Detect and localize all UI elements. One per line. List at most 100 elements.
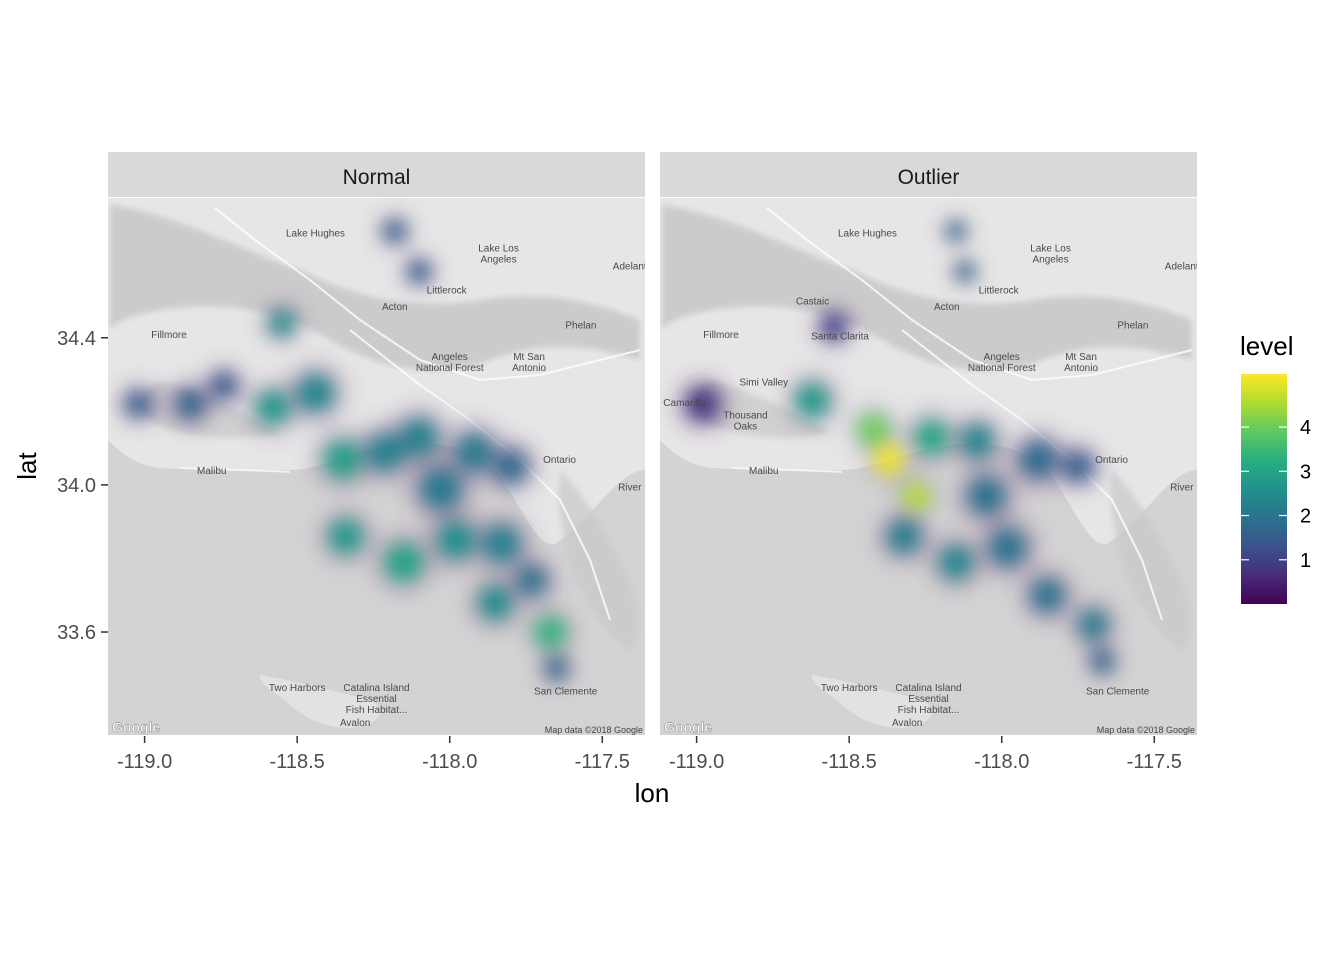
google-logo: Google	[112, 719, 160, 735]
map-place-label: Littlerock	[427, 286, 468, 297]
map-credit: Map data ©2018 Google	[545, 725, 643, 735]
map-place-label: Avalon	[892, 718, 922, 729]
map-credit: Map data ©2018 Google	[1097, 725, 1195, 735]
density-core	[1096, 655, 1109, 668]
density-core	[950, 225, 962, 237]
map-place-label: Mt San	[1065, 352, 1097, 363]
map-place-label: Ontario	[543, 455, 576, 466]
density-core	[501, 456, 521, 477]
map-place-label: Malibu	[749, 466, 778, 477]
density-core	[332, 448, 354, 470]
density-core	[463, 441, 485, 463]
density-core	[1069, 457, 1087, 476]
map-place-label: Littlerock	[979, 286, 1020, 297]
y-axis-title: lat	[12, 451, 42, 479]
legend-tick-label: 4	[1300, 417, 1311, 439]
map-place-label: Acton	[934, 302, 960, 313]
density-core	[336, 526, 356, 546]
map-place-label: Acton	[382, 302, 408, 313]
map-place-label: Angeles	[480, 254, 516, 265]
density-core	[374, 441, 397, 463]
map-place-label: Ontario	[1095, 455, 1128, 466]
y-tick-label: 34.4	[57, 328, 96, 350]
map-place-label: Essential	[356, 694, 397, 705]
map-place-label: Antonio	[512, 363, 546, 374]
map-place-label: Lake Los	[478, 243, 519, 254]
density-core	[388, 224, 402, 238]
map-place-label: Fish Habitat...	[898, 705, 960, 716]
map-place-label: San Clemente	[534, 687, 598, 698]
map-place-label: River	[618, 482, 642, 493]
density-core	[412, 265, 426, 278]
map-place-label: Essential	[908, 694, 949, 705]
map-place-label: Fish Habitat...	[346, 705, 408, 716]
density-core	[523, 571, 541, 590]
density-core	[997, 536, 1019, 559]
density-core	[946, 552, 966, 572]
density-core	[485, 592, 506, 613]
density-core	[181, 395, 199, 413]
density-core	[445, 529, 467, 551]
density-core	[408, 426, 430, 448]
x-axis-outlier: -119.0 -118.5 -118.0 -117.5	[669, 736, 1182, 773]
panel-title: Normal	[343, 166, 411, 189]
density-core	[393, 551, 415, 573]
density-core	[921, 427, 942, 447]
x-tick-label: -119.0	[117, 751, 172, 773]
map-place-label: River	[1170, 482, 1194, 493]
legend: level 1 2 3 4	[1240, 331, 1311, 604]
map-place-label: Thousand	[723, 411, 767, 422]
map-place-label: Catalina Island	[343, 683, 409, 694]
density-core	[894, 526, 914, 546]
map-place-label: Phelan	[1117, 321, 1148, 332]
map-place-label: Two Harbors	[269, 683, 326, 694]
map-place-label: Antonio	[1064, 363, 1098, 374]
x-tick-label: -118.5	[822, 751, 877, 773]
map-place-label: Malibu	[197, 466, 226, 477]
map-place-label: Catalina Island	[895, 683, 961, 694]
density-core	[865, 421, 883, 439]
density-core	[1037, 585, 1058, 605]
density-core	[959, 266, 971, 277]
map-place-label: San Clemente	[1086, 687, 1150, 698]
legend-tick-label: 2	[1300, 506, 1311, 528]
map-place-label: Phelan	[565, 321, 596, 332]
x-axis-normal: -119.0 -118.5 -118.0 -117.5	[117, 736, 630, 773]
y-axis: 33.6 34.0 34.4	[57, 328, 108, 644]
map-place-label: Santa Clarita	[811, 332, 869, 343]
y-tick-label: 33.6	[57, 622, 96, 644]
x-tick-label: -118.0	[422, 751, 477, 773]
map-place-label: Angeles	[984, 352, 1020, 363]
map-place-label: Adelant	[1165, 262, 1199, 273]
x-tick-label: -117.5	[1127, 751, 1182, 773]
density-core	[967, 431, 987, 451]
map-place-label: Lake Hughes	[286, 229, 345, 240]
density-core	[304, 382, 327, 404]
panel-strip	[660, 152, 1197, 197]
density-layer	[672, 214, 1123, 682]
map-place-label: Adelant	[613, 262, 647, 273]
legend-tick-label: 3	[1300, 461, 1311, 483]
density-core	[908, 488, 924, 504]
panel-title: Outlier	[898, 166, 960, 189]
y-tick-label: 34.0	[57, 475, 96, 497]
density-core	[428, 476, 453, 501]
map-place-label: Two Harbors	[821, 683, 878, 694]
density-core	[274, 315, 290, 331]
x-axis-title: lon	[635, 778, 670, 808]
x-tick-label: -118.0	[974, 751, 1029, 773]
map-place-label: Angeles	[432, 352, 468, 363]
density-core	[541, 623, 559, 641]
map-place-label: Castaic	[796, 297, 829, 308]
density-core	[550, 662, 563, 676]
density-layer	[115, 210, 578, 689]
map-place-label: National Forest	[968, 363, 1036, 374]
x-tick-label: -117.5	[575, 751, 630, 773]
density-core	[1027, 448, 1050, 470]
map-place-label: Angeles	[1032, 254, 1068, 265]
density-core	[802, 390, 823, 410]
density-core	[490, 533, 513, 555]
